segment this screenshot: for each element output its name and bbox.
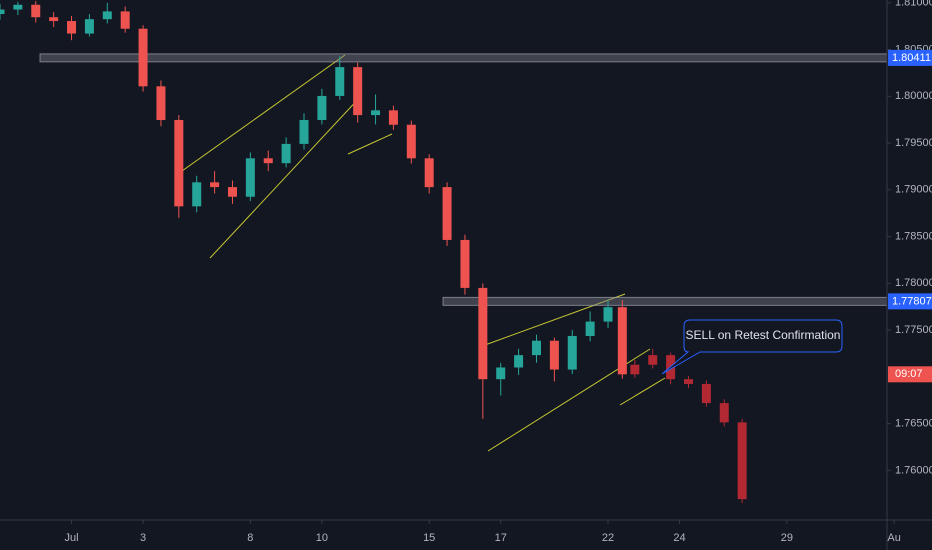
candle-body [245,158,255,197]
x-tick-label: 29 [781,532,793,544]
x-tick-label: 24 [673,532,685,544]
x-tick-label: 15 [423,532,435,544]
candle-body [406,124,416,159]
candle-body [460,239,470,288]
level-zone [442,296,888,306]
candle-body [531,340,541,356]
candle-body [719,403,729,423]
candle-body [478,287,488,380]
candle-body [603,307,613,322]
candle-body [49,17,59,22]
candle-body [630,364,640,375]
candle-body [353,67,363,116]
candle-body [701,383,711,404]
level-zone [39,53,888,63]
candle-body [156,86,166,120]
candle-body [192,182,202,207]
y-tick-label: 1.78500 [895,230,932,242]
candle-body [388,110,398,125]
candle-body [138,28,148,87]
y-tick-label: 1.76500 [895,417,932,429]
candle-body [648,355,658,365]
candle-body [514,355,524,368]
x-tick-label: 17 [495,532,507,544]
trendline [484,293,626,346]
candle-body [263,158,273,164]
y-tick-label: 1.80000 [895,90,932,102]
trendline [619,377,666,406]
candle-body [549,340,559,370]
candle-body [617,307,627,375]
candle-body [737,422,747,500]
candle-body [335,67,345,96]
candle-body [299,119,309,144]
annotation-text: SELL on Retest Confirmation [686,328,841,342]
candle-body [281,143,291,164]
y-tick-label: 1.78000 [895,277,932,289]
axes: 1.810001.805001.800001.795001.790001.785… [65,0,932,544]
y-tick-label: 1.77500 [895,324,932,336]
candle-body [67,21,77,34]
candle-body [102,11,112,20]
level-label: 1.80411 [892,52,931,64]
x-tick-label: 8 [247,532,253,544]
y-tick-label: 1.79500 [895,137,932,149]
y-tick-label: 1.81000 [895,0,932,9]
candle-body [174,119,184,207]
candle-body [683,379,693,384]
x-tick-label: 10 [316,532,328,544]
y-tick-label: 1.76000 [895,464,932,476]
price-axis [887,0,932,550]
level-label-box [888,49,932,66]
countdown-label: 09:07 [895,368,923,380]
candle-body [84,19,94,34]
y-tick-label: 1.79000 [895,184,932,196]
level-label: 1.77807 [892,295,932,307]
candle-body [442,187,452,240]
candle-body [31,4,41,18]
candle-body [371,110,381,116]
candle-body [567,335,577,370]
x-tick-label: Au [887,532,900,544]
candle-body [585,321,595,336]
level-label-box [888,293,932,310]
trendline [347,133,393,155]
annotation: SELL on Retest Confirmation [661,319,843,375]
countdown-box [888,366,932,383]
trendline [209,94,363,259]
candle-body [13,4,23,10]
candle-body [496,367,506,380]
annotation-bubble [661,319,843,375]
x-tick-label: Jul [65,532,79,544]
candle-body [0,9,5,15]
candle-body [424,158,434,188]
x-tick-label: 22 [602,532,614,544]
candle-body [317,95,327,120]
candle-body [210,182,220,188]
trendline [174,54,346,177]
candle-body [227,187,237,197]
plot [0,0,888,504]
candle-body [120,11,130,29]
x-tick-label: 3 [140,532,146,544]
